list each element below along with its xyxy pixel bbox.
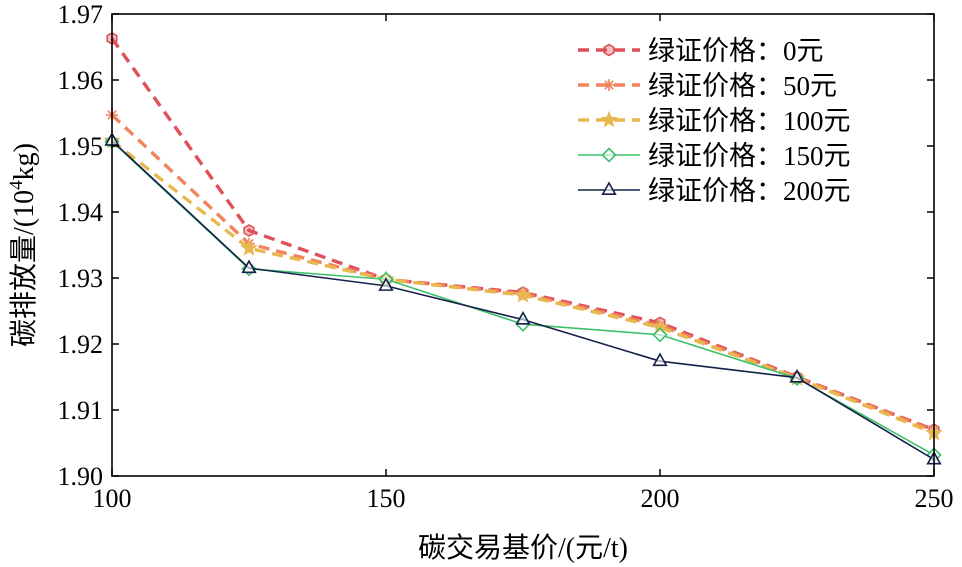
y-tick-label: 1.97 <box>58 0 104 29</box>
y-axis-title-sup: 4 <box>6 180 27 190</box>
y-axis-title: 碳排放量/(104kg) <box>6 143 40 347</box>
point-marker <box>515 310 531 325</box>
x-tick-label: 200 <box>641 484 680 513</box>
point-marker <box>514 286 532 303</box>
x-tick-label: 100 <box>93 484 132 513</box>
point-marker <box>378 277 394 291</box>
point-marker <box>789 369 805 383</box>
y-tick-label: 1.91 <box>58 396 104 425</box>
point-marker <box>603 79 615 91</box>
y-axis-title-tail: kg) <box>9 143 40 180</box>
legend-entry: 绿证价格：50元 <box>578 71 837 101</box>
plot-frame <box>111 13 935 477</box>
series-layer <box>103 31 943 465</box>
point-marker <box>241 259 257 274</box>
x-tick-label: 150 <box>367 484 406 513</box>
point-marker <box>652 327 668 343</box>
x-tick-label: 250 <box>915 484 954 513</box>
y-axis-title-main: 碳排放量/(10 <box>8 190 40 347</box>
x-axis-title: 碳交易基价/(元/t) <box>418 532 628 564</box>
y-tick-label: 1.92 <box>58 330 104 359</box>
legend-entry: 绿证价格：150元 <box>578 141 851 171</box>
legend-label: 绿证价格：200元 <box>648 176 851 206</box>
legend-label: 绿证价格：150元 <box>648 141 851 171</box>
point-marker <box>652 352 668 367</box>
point-marker <box>243 224 255 237</box>
point-marker <box>601 181 617 195</box>
point-marker <box>600 110 618 128</box>
legend-entry: 绿证价格：100元 <box>578 106 851 136</box>
ticks-layer: 1.90 1.91 1.92 1.93 1.94 1.95 1.96 1.97 100 150 20… <box>58 0 954 513</box>
point-marker <box>240 239 258 256</box>
y-tick-label: 1.94 <box>58 198 104 227</box>
legend: 绿证价格：0元绿证价格：50元绿证价格：100元绿证价格：150元绿证价格：20… <box>578 36 851 206</box>
legend-label: 绿证价格：0元 <box>648 36 824 66</box>
point-marker <box>601 147 617 163</box>
y-tick-label: 1.93 <box>58 264 104 293</box>
series-4 <box>104 132 942 465</box>
legend-entry: 绿证价格：0元 <box>578 36 824 66</box>
legend-entry: 绿证价格：200元 <box>578 176 851 206</box>
series-line <box>110 37 935 432</box>
y-tick-label: 1.96 <box>58 66 104 95</box>
point-marker <box>603 43 615 57</box>
legend-label: 绿证价格：50元 <box>648 71 837 101</box>
legend-label: 绿证价格：100元 <box>648 106 851 136</box>
y-tick-label: 1.95 <box>58 132 104 161</box>
y-tick-label: 1.90 <box>58 462 104 491</box>
